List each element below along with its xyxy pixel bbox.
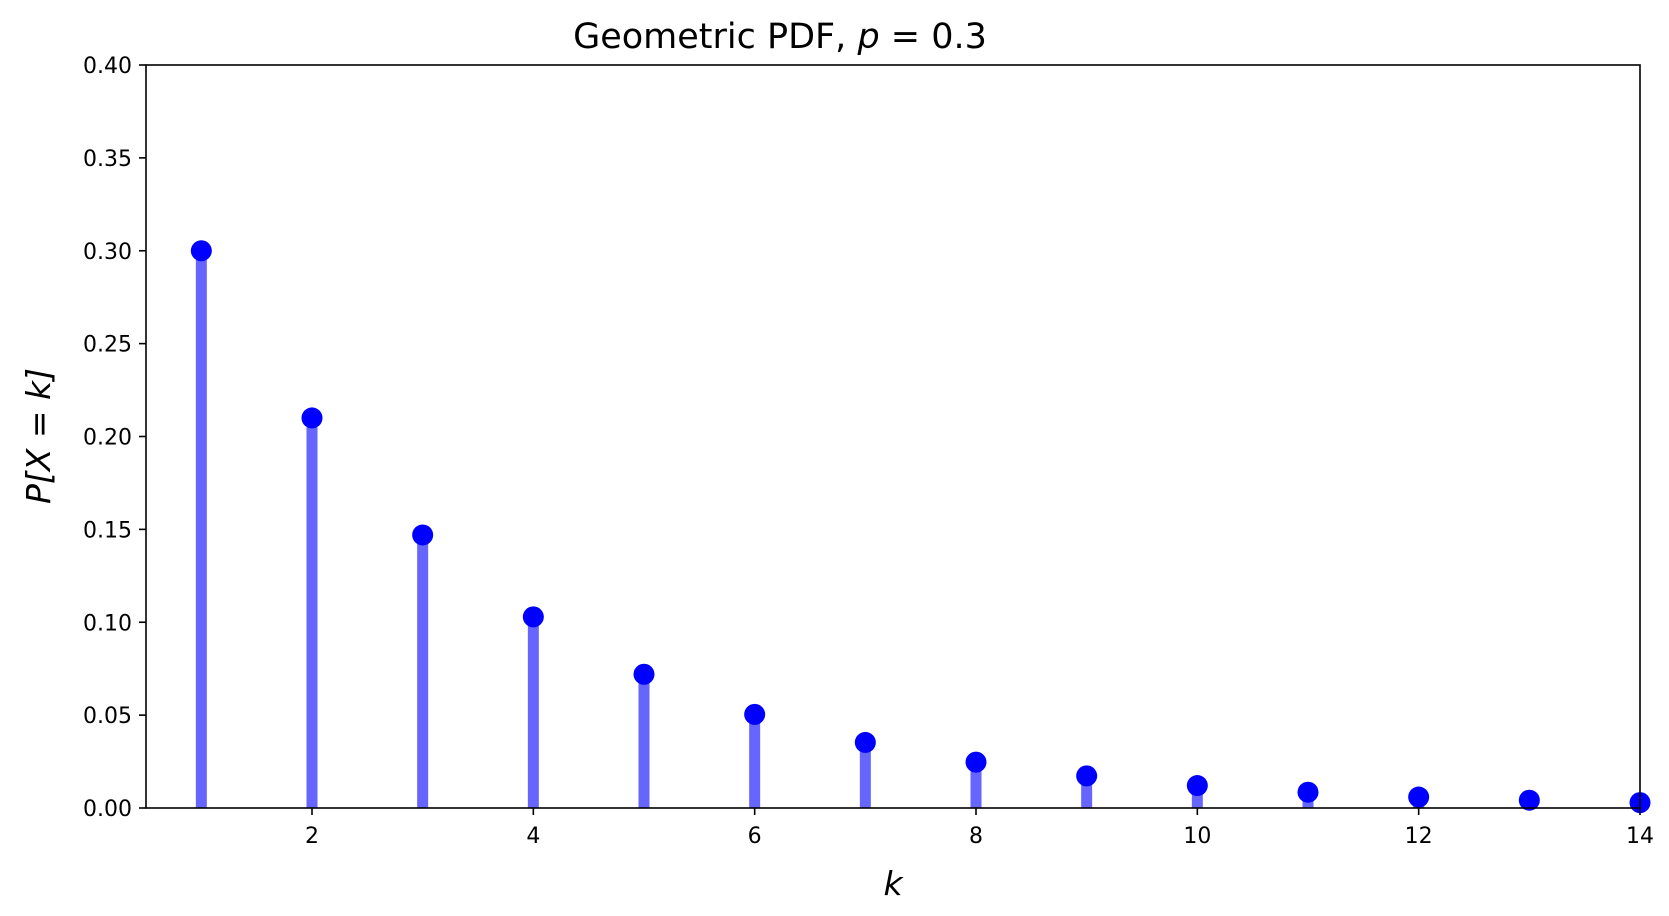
chart-title-prefix: Geometric PDF, xyxy=(573,17,857,57)
data-point xyxy=(1518,789,1540,811)
x-tick-label: 2 xyxy=(305,824,319,849)
stem-line xyxy=(970,762,982,808)
y-tick-label: 0.10 xyxy=(83,611,132,636)
stem-group xyxy=(195,250,1640,808)
data-point xyxy=(854,731,876,753)
y-axis-label: P[X = k] xyxy=(19,368,58,504)
data-point xyxy=(301,407,323,429)
x-tick-label: 8 xyxy=(969,824,983,849)
stem-line xyxy=(417,534,429,808)
chart-title-variable: p xyxy=(856,17,879,57)
data-point xyxy=(1408,786,1430,808)
data-point xyxy=(1076,765,1098,787)
x-tick-label: 4 xyxy=(526,824,540,849)
y-tick-label: 0.35 xyxy=(83,147,132,172)
data-point xyxy=(190,240,212,262)
stem-line xyxy=(195,250,207,808)
stem-line xyxy=(306,417,318,808)
y-tick-label: 0.30 xyxy=(83,240,132,265)
tick-group: 2 4 6 8 10 12 14 0.00 0.05 0.10 0.15 0.20 0.25 0.30 0.… xyxy=(83,54,1654,849)
data-point xyxy=(744,703,766,725)
x-tick-label: 6 xyxy=(748,824,762,849)
x-tick-label: 12 xyxy=(1405,824,1433,849)
data-point xyxy=(633,663,655,685)
stem-line xyxy=(859,742,871,808)
x-axis-label: k xyxy=(883,864,904,903)
x-tick-label: 10 xyxy=(1183,824,1211,849)
stem-line xyxy=(749,714,761,808)
y-tick-label: 0.40 xyxy=(83,54,132,79)
data-point xyxy=(522,606,544,628)
marker-group xyxy=(190,240,1651,814)
stem-line xyxy=(638,674,650,808)
data-point xyxy=(965,751,987,773)
x-tick-label: 14 xyxy=(1626,824,1654,849)
stem-line xyxy=(1081,775,1093,808)
stem-line xyxy=(1191,785,1203,808)
chart-title-suffix: = 0.3 xyxy=(880,17,987,57)
data-point xyxy=(1297,781,1319,803)
chart-title: Geometric PDF, p = 0.3 xyxy=(573,17,987,57)
y-tick-label: 0.05 xyxy=(83,704,132,729)
stem-line xyxy=(527,616,539,808)
y-tick-label: 0.25 xyxy=(83,333,132,358)
data-point xyxy=(412,524,434,546)
y-tick-label: 0.15 xyxy=(83,518,132,543)
data-point xyxy=(1186,775,1208,797)
plot-frame xyxy=(145,64,1641,809)
y-tick-label: 0.00 xyxy=(83,797,132,822)
y-tick-label: 0.20 xyxy=(83,426,132,451)
